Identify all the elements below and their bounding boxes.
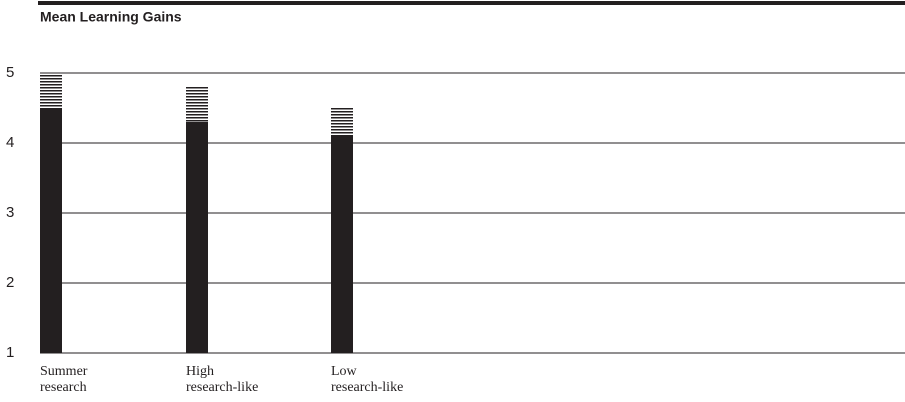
x-tick-label: Low research-like [331,364,403,395]
x-tick-label: Summer research [40,364,88,395]
bar-segment [186,87,208,122]
bar-segment [40,108,62,353]
chart-title: Mean Learning Gains [40,9,182,25]
y-tick-label: 1 [6,344,14,361]
bar-segment [331,108,353,136]
x-tick-label: High research-like [186,364,258,395]
bar-segment [331,136,353,353]
bar-segment [40,73,62,108]
y-tick-label: 5 [6,64,14,81]
y-tick-label: 2 [6,274,14,291]
bar-segment [186,122,208,353]
y-tick-label: 3 [6,204,14,221]
top-rule [38,1,905,5]
y-tick-label: 4 [6,134,14,151]
